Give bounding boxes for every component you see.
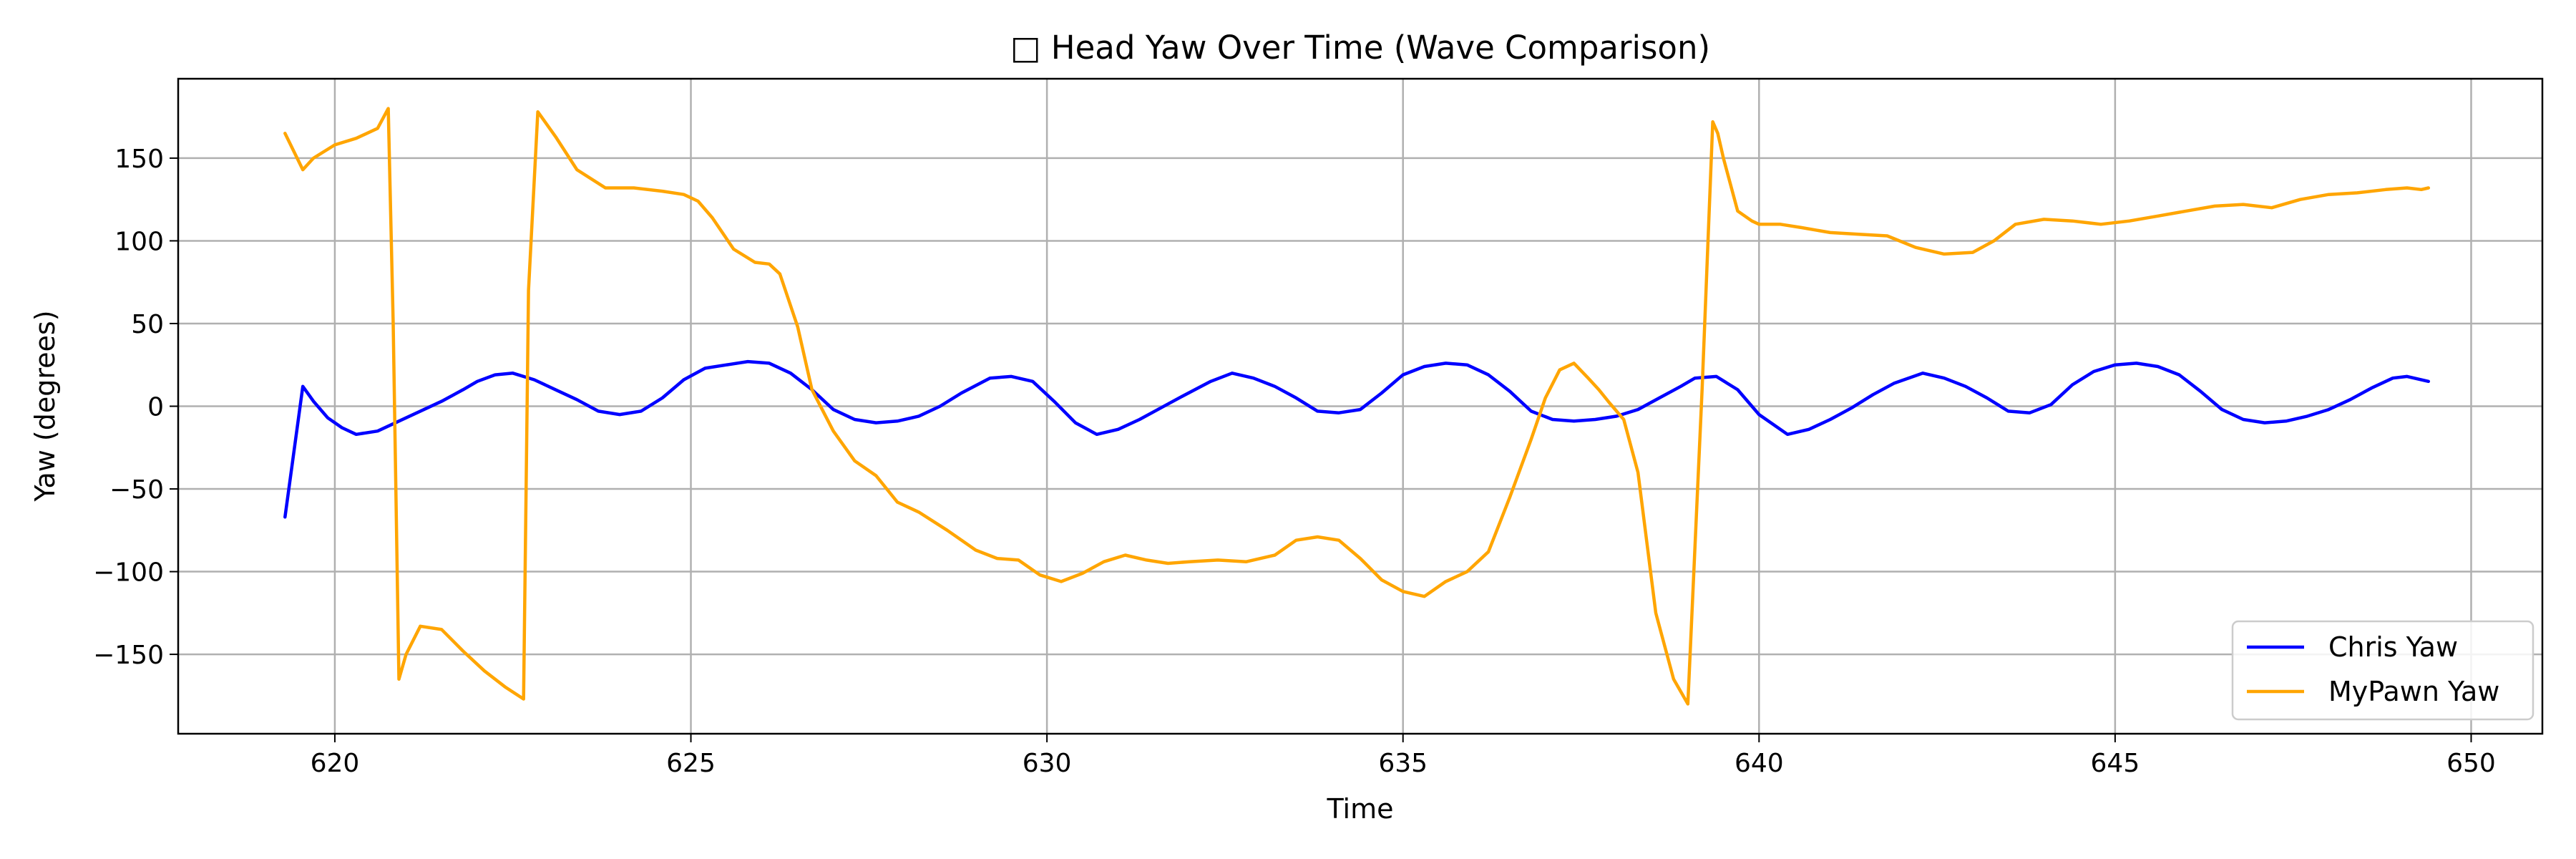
series-line-mypawn-yaw (283, 107, 2431, 706)
x-tick-label: 620 (311, 749, 360, 778)
x-axis-label: Time (1327, 793, 1394, 825)
legend-label-mypawn-yaw: MyPawn Yaw (2328, 676, 2499, 707)
legend-label-chris-yaw: Chris Yaw (2328, 631, 2458, 663)
legend-box (2231, 620, 2534, 721)
y-tick-label: −50 (109, 475, 164, 505)
x-tick-label: 650 (2446, 749, 2496, 778)
y-tick-label: −150 (93, 641, 164, 670)
chart-title: □ Head Yaw Over Time (Wave Comparison) (1010, 29, 1710, 67)
y-tick-label: 50 (131, 310, 164, 339)
x-axis: 620 625 630 635 640 645 650 (311, 734, 2496, 778)
series-line-chris-yaw (283, 359, 2431, 519)
y-tick-label: 0 (147, 393, 164, 422)
x-tick-label: 635 (1378, 749, 1428, 778)
x-tick-label: 645 (2091, 749, 2140, 778)
y-tick-label: −100 (93, 558, 164, 588)
y-tick-label: 100 (114, 227, 164, 256)
y-axis-label: Yaw (degrees) (29, 310, 61, 502)
y-axis: −150 −100 −50 0 50 100 150 (93, 145, 178, 670)
y-tick-label: 150 (114, 145, 164, 174)
legend: Chris Yaw MyPawn Yaw (2231, 620, 2534, 721)
x-tick-label: 640 (1735, 749, 1784, 778)
x-tick-label: 630 (1023, 749, 1072, 778)
x-tick-label: 625 (666, 749, 716, 778)
plot-lines (283, 107, 2431, 706)
grid-lines (178, 79, 2542, 734)
